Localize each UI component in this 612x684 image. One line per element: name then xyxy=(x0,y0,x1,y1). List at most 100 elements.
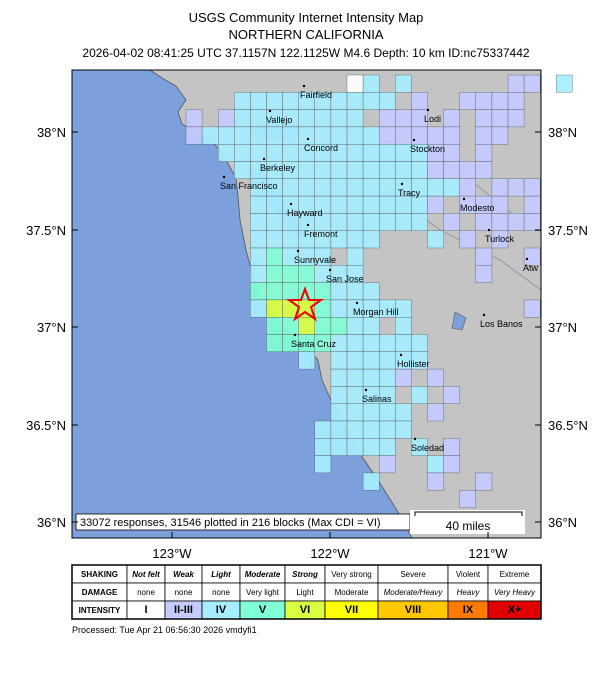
block xyxy=(282,230,299,249)
block xyxy=(362,403,380,422)
legend-cell-text: Heavy xyxy=(457,588,481,597)
block xyxy=(443,126,460,145)
block xyxy=(395,74,412,93)
summary: 33072 responses, 31546 plotted in 216 bl… xyxy=(80,517,381,529)
block xyxy=(185,109,203,128)
block xyxy=(250,230,267,249)
block xyxy=(556,74,573,93)
block xyxy=(234,92,251,110)
city-dot xyxy=(289,202,293,206)
block xyxy=(217,143,235,162)
city-label: Lodi xyxy=(424,114,441,124)
block xyxy=(362,351,380,370)
block xyxy=(362,213,380,231)
block xyxy=(201,126,219,145)
city-label: Hayward xyxy=(287,208,323,218)
block xyxy=(346,126,364,145)
scale-label: 40 miles xyxy=(446,519,491,533)
block xyxy=(443,178,460,197)
event-info: 2026-04-02 08:41:25 UTC 37.1157N 122.112… xyxy=(82,46,530,60)
block xyxy=(507,213,525,231)
block xyxy=(395,420,412,439)
block xyxy=(362,126,380,145)
block xyxy=(411,213,428,231)
block xyxy=(395,161,412,179)
lat-label-left: 36.5°N xyxy=(26,418,66,433)
block xyxy=(379,126,396,145)
block xyxy=(346,282,364,301)
block xyxy=(330,195,348,214)
block xyxy=(266,92,283,110)
legend-cell-text: Very strong xyxy=(331,570,371,579)
block xyxy=(411,438,428,456)
block xyxy=(443,455,460,474)
block xyxy=(298,109,316,128)
block xyxy=(362,282,380,301)
block xyxy=(362,161,380,179)
block xyxy=(362,368,380,387)
map: Fairfield Vallejo Lodi Concord Stockton Berke… xyxy=(71,69,573,539)
block xyxy=(427,403,444,422)
block xyxy=(346,438,364,456)
city-dot xyxy=(293,333,297,337)
block xyxy=(330,109,348,128)
block xyxy=(330,351,348,370)
block xyxy=(346,161,364,179)
block xyxy=(346,213,364,231)
block xyxy=(507,178,525,197)
block xyxy=(443,109,460,128)
epicenter xyxy=(285,286,325,322)
block xyxy=(395,334,412,352)
block xyxy=(443,213,460,231)
block xyxy=(282,143,299,162)
block xyxy=(362,92,380,110)
block xyxy=(298,161,316,179)
legend-cell-text: Weak xyxy=(173,570,194,579)
city-dot xyxy=(306,137,310,141)
block xyxy=(250,213,267,231)
city-dot xyxy=(302,84,306,88)
legend-cell-text: I xyxy=(144,604,147,616)
lat-label-left: 36°N xyxy=(37,515,66,530)
block xyxy=(362,143,380,162)
scale-bar xyxy=(414,511,523,516)
city-label: Sunnyvale xyxy=(294,255,336,265)
legend-cell-text: II-III xyxy=(174,604,193,616)
block xyxy=(379,178,396,197)
block xyxy=(362,317,380,335)
lon-label: 122°W xyxy=(310,546,350,561)
block xyxy=(266,195,283,214)
block xyxy=(379,368,396,387)
legend-cell-text: none xyxy=(137,588,155,597)
block xyxy=(395,126,412,145)
block xyxy=(427,195,444,214)
block xyxy=(250,126,267,145)
block xyxy=(411,386,428,404)
block xyxy=(362,420,380,439)
city-dot xyxy=(413,437,417,441)
legend-cell-text: IV xyxy=(216,604,227,616)
block xyxy=(346,143,364,162)
block xyxy=(346,351,364,370)
block xyxy=(330,92,348,110)
block xyxy=(379,195,396,214)
city-label: Turlock xyxy=(485,234,515,244)
block xyxy=(314,455,332,474)
city-dot xyxy=(525,257,529,261)
city-dot xyxy=(400,182,404,186)
block xyxy=(379,92,396,110)
block xyxy=(379,420,396,439)
legend-frame xyxy=(71,564,542,620)
legend-cell-text: Very Heavy xyxy=(494,588,536,597)
block xyxy=(523,74,541,93)
block xyxy=(395,213,412,231)
city-dot xyxy=(399,353,403,357)
block xyxy=(346,195,364,214)
city-dot xyxy=(328,268,332,272)
block xyxy=(282,178,299,197)
block xyxy=(395,143,412,162)
lat-label-right: 36°N xyxy=(548,515,577,530)
scale-box xyxy=(410,510,525,534)
reservoir xyxy=(451,311,467,331)
block xyxy=(379,351,396,370)
